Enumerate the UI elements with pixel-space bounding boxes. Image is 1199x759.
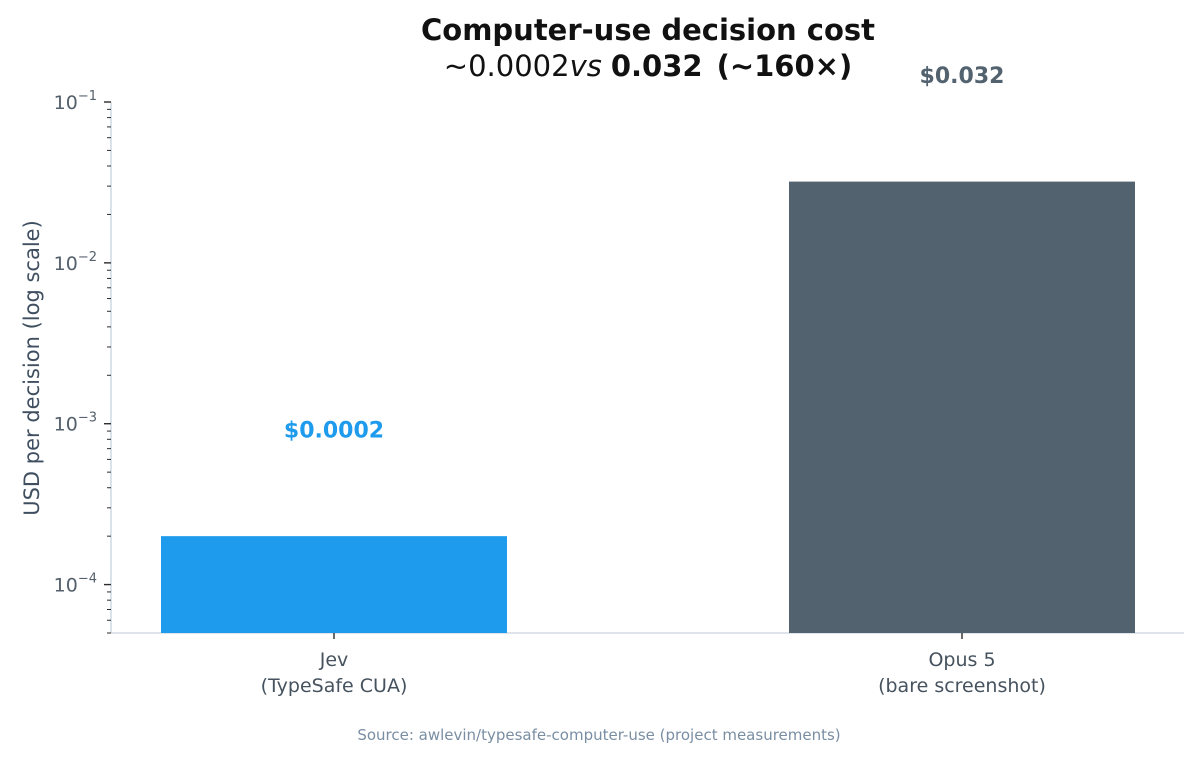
y-tick-exponent: −2 bbox=[78, 250, 97, 265]
y-axis-label: USD per decision (log scale) bbox=[20, 220, 44, 516]
subtitle-strong: 0.032 bbox=[611, 49, 703, 83]
subtitle-ratio: (~160×) bbox=[717, 49, 853, 83]
chart-title-text: Computer-use decision cost bbox=[421, 13, 875, 47]
x-categories: Jev (TypeSafe CUA) Opus 5 (bare screenshot) bbox=[261, 633, 1046, 697]
chart-subtitle: ~0.0002vs 0.032 (~160×) bbox=[444, 49, 852, 83]
x-category-sublabel: (bare screenshot) bbox=[878, 675, 1046, 697]
x-category-label: Opus 5 bbox=[928, 649, 995, 671]
y-tick-base: 10 bbox=[54, 575, 78, 597]
chart-title: Computer-use decision cost ~0.0002vs 0.03… bbox=[421, 13, 875, 83]
bar-data-label: $0.0002 bbox=[284, 419, 384, 444]
bar bbox=[161, 536, 507, 633]
subtitle-vs: vs bbox=[570, 49, 602, 83]
y-ticks: 10−110−210−310−4 bbox=[54, 89, 111, 634]
y-tick-base: 10 bbox=[54, 253, 78, 275]
y-tick-exponent: −1 bbox=[78, 89, 97, 104]
y-tick-base: 10 bbox=[54, 414, 78, 436]
y-tick-exponent: −3 bbox=[78, 411, 97, 426]
source-note: Source: awlevin/typesafe-computer-use (p… bbox=[357, 726, 840, 744]
bars: $0.0002 $0.032 bbox=[161, 64, 1135, 634]
y-tick-label: 10−3 bbox=[54, 411, 97, 436]
x-category-sublabel: (TypeSafe CUA) bbox=[261, 675, 408, 697]
x-category-label: Jev bbox=[319, 649, 349, 671]
subtitle-prefix: ~0.0002 bbox=[444, 49, 570, 83]
y-tick-label: 10−1 bbox=[54, 89, 97, 114]
y-tick-label: 10−2 bbox=[54, 250, 97, 275]
y-tick-exponent: −4 bbox=[78, 572, 97, 587]
y-tick-label: 10−4 bbox=[54, 572, 97, 597]
bar bbox=[789, 181, 1135, 634]
bar-data-label: $0.032 bbox=[920, 64, 1005, 89]
y-tick-base: 10 bbox=[54, 92, 78, 114]
